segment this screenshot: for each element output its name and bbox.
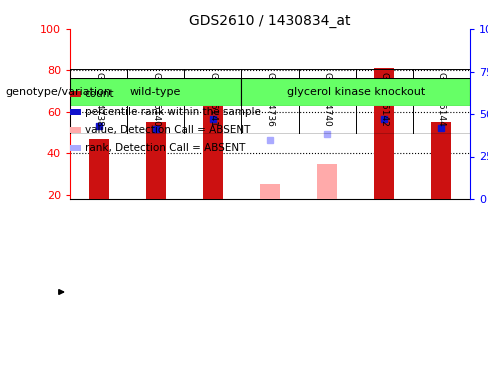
Text: GSM104740: GSM104740: [323, 72, 332, 127]
Text: value, Detection Call = ABSENT: value, Detection Call = ABSENT: [84, 125, 250, 135]
Bar: [88, 139, 108, 199]
Text: GSM105142: GSM105142: [380, 72, 389, 127]
Text: rank, Detection Call = ABSENT: rank, Detection Call = ABSENT: [84, 143, 245, 153]
Text: genotype/variation: genotype/variation: [5, 87, 111, 97]
Bar: [374, 68, 394, 199]
Title: GDS2610 / 1430834_at: GDS2610 / 1430834_at: [189, 14, 351, 28]
Bar: [260, 184, 280, 199]
Text: count: count: [84, 89, 114, 99]
Bar: [146, 122, 166, 199]
Text: percentile rank within the sample: percentile rank within the sample: [84, 107, 261, 117]
Text: GSM104738: GSM104738: [94, 72, 103, 127]
Text: GSM105144: GSM105144: [437, 72, 446, 127]
Bar: [242, 78, 470, 106]
Text: wild-type: wild-type: [130, 87, 182, 97]
Text: glycerol kinase knockout: glycerol kinase knockout: [286, 87, 425, 97]
Bar: [203, 81, 223, 199]
Text: GSM105140: GSM105140: [151, 72, 160, 127]
Bar: [431, 122, 451, 199]
Text: GSM104736: GSM104736: [265, 72, 274, 127]
Bar: [317, 164, 337, 199]
Text: GSM105141: GSM105141: [208, 72, 217, 127]
Bar: [70, 78, 242, 106]
